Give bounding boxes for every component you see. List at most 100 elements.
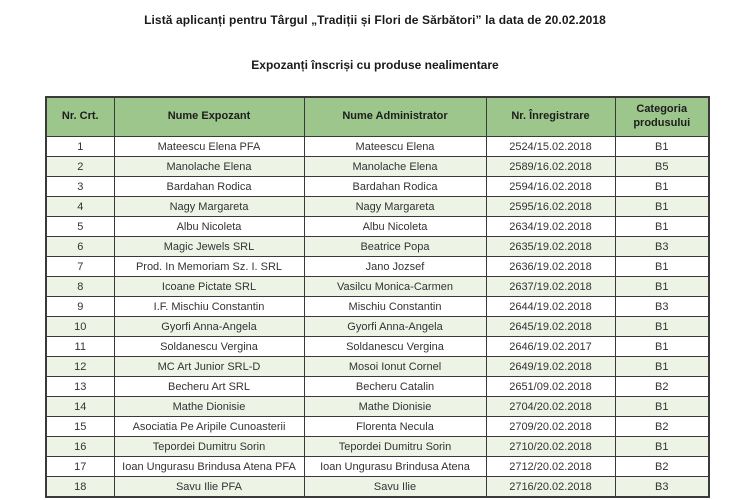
table-cell: 7 — [45, 256, 115, 277]
table-cell: B2 — [614, 416, 710, 437]
table-cell: Albu Nicoleta — [303, 216, 487, 237]
table-cell: Icoane Pictate SRL — [113, 276, 305, 297]
table-cell: Tepordei Dumitru Sorin — [113, 436, 305, 457]
table-row: 12 MC Art Junior SRL-D Mosoi Ionut Cornel 2… — [45, 356, 710, 377]
table-cell: Florenta Necula — [303, 416, 487, 437]
table-cell: Bardahan Rodica — [303, 176, 487, 197]
table-cell: 2645/19.02.2018 — [485, 316, 616, 337]
table-cell: Ioan Ungurasu Brindusa Atena — [303, 456, 487, 477]
table-cell: 8 — [45, 276, 115, 297]
table-cell: 3 — [45, 176, 115, 197]
table-row: 16 Tepordei Dumitru Sorin Tepordei Dumitru… — [45, 436, 710, 457]
document-subtitle: Expozanți înscriși cu produse nealimenta… — [251, 58, 499, 72]
table-row: 5 Albu Nicoleta Albu Nicoleta 2634/19.02.20… — [45, 216, 710, 237]
table-cell: Jano Jozsef — [303, 256, 487, 277]
column-header-nr-crt: Nr. Crt. — [45, 96, 115, 137]
table-row: 9 I.F. Mischiu Constantin Mischiu Constant… — [45, 296, 710, 317]
table-cell: 2637/19.02.2018 — [485, 276, 616, 297]
table-cell: B1 — [614, 176, 710, 197]
table-cell: Magic Jewels SRL — [113, 236, 305, 257]
table-row: 4 Nagy Margareta Nagy Margareta 2595/16.02.… — [45, 196, 710, 217]
table-cell: 2709/20.02.2018 — [485, 416, 616, 437]
table-cell: B1 — [614, 276, 710, 297]
table-cell: 2589/16.02.2018 — [485, 156, 616, 177]
table-header-row: Nr. Crt. Nume Expozant Nume Administrato… — [45, 96, 710, 137]
table-cell: 5 — [45, 216, 115, 237]
table-cell: 10 — [45, 316, 115, 337]
table-cell: Soldanescu Vergina — [113, 336, 305, 357]
table-cell: 2649/19.02.2018 — [485, 356, 616, 377]
table-row: 2 Manolache Elena Manolache Elena 2589/16.0… — [45, 156, 710, 177]
table-row: 7 Prod. In Memoriam Sz. I. SRL Jano Jozsef… — [45, 256, 710, 277]
table-row: 3 Bardahan Rodica Bardahan Rodica 2594/16.0… — [45, 176, 710, 197]
table-cell: B1 — [614, 316, 710, 337]
table-row: 10 Gyorfi Anna-Angela Gyorfi Anna-Angela 26… — [45, 316, 710, 337]
table-row: 11 Soldanescu Vergina Soldanescu Vergina 26… — [45, 336, 710, 357]
table-cell: Mathe Dionisie — [303, 396, 487, 417]
applicants-table: Nr. Crt. Nume Expozant Nume Administrato… — [45, 96, 710, 498]
table-cell: Gyorfi Anna-Angela — [113, 316, 305, 337]
table-cell: 9 — [45, 296, 115, 317]
table-cell: Becheru Art SRL — [113, 376, 305, 397]
table-cell: Manolache Elena — [303, 156, 487, 177]
table-cell: B1 — [614, 136, 710, 157]
table-cell: B5 — [614, 156, 710, 177]
table-cell: B1 — [614, 356, 710, 377]
document-title: Listă aplicanți pentru Târgul „Tradiții … — [144, 13, 606, 27]
table-cell: B1 — [614, 256, 710, 277]
table-cell: 2646/19.02.2017 — [485, 336, 616, 357]
table-cell: Mathe Dionisie — [113, 396, 305, 417]
table-cell: Becheru Catalin — [303, 376, 487, 397]
table-cell: Mischiu Constantin — [303, 296, 487, 317]
table-cell: 13 — [45, 376, 115, 397]
table-cell: B2 — [614, 376, 710, 397]
table-row: 14 Mathe Dionisie Mathe Dionisie 2704/20.02… — [45, 396, 710, 417]
column-header-nume-administrator: Nume Administrator — [303, 96, 487, 137]
table-row: 8 Icoane Pictate SRL Vasilcu Monica-Carmen… — [45, 276, 710, 297]
table-cell: B3 — [614, 296, 710, 317]
table-cell: Asociatia Pe Aripile Cunoasterii — [113, 416, 305, 437]
column-header-categoria-produsului: Categoria produsului — [614, 96, 710, 137]
table-cell: B1 — [614, 216, 710, 237]
table-cell: 2710/20.02.2018 — [485, 436, 616, 457]
table-cell: 14 — [45, 396, 115, 417]
table-cell: 2644/19.02.2018 — [485, 296, 616, 317]
table-cell: 15 — [45, 416, 115, 437]
table-cell: 2635/19.02.2018 — [485, 236, 616, 257]
table-cell: B3 — [614, 236, 710, 257]
table-cell: 2634/19.02.2018 — [485, 216, 616, 237]
column-header-nume-expozant: Nume Expozant — [113, 96, 305, 137]
table-cell: Bardahan Rodica — [113, 176, 305, 197]
table-cell: 2704/20.02.2018 — [485, 396, 616, 417]
table-row: 18 Savu Ilie PFA Savu Ilie 2716/20.02.2018 B… — [45, 476, 710, 498]
table-cell: Beatrice Popa — [303, 236, 487, 257]
table-cell: Gyorfi Anna-Angela — [303, 316, 487, 337]
table-row: 17 Ioan Ungurasu Brindusa Atena PFA Ioan U… — [45, 456, 710, 477]
table-cell: Ioan Ungurasu Brindusa Atena PFA — [113, 456, 305, 477]
table-row: 6 Magic Jewels SRL Beatrice Popa 2635/19.02… — [45, 236, 710, 257]
table-cell: Manolache Elena — [113, 156, 305, 177]
table-cell: 2594/16.02.2018 — [485, 176, 616, 197]
table-row: 13 Becheru Art SRL Becheru Catalin 2651/09.… — [45, 376, 710, 397]
table-cell: B1 — [614, 396, 710, 417]
table-cell: Soldanescu Vergina — [303, 336, 487, 357]
table-cell: Mosoi Ionut Cornel — [303, 356, 487, 377]
table-cell: 16 — [45, 436, 115, 457]
table-cell: 2524/15.02.2018 — [485, 136, 616, 157]
table-cell: 12 — [45, 356, 115, 377]
table-cell: MC Art Junior SRL-D — [113, 356, 305, 377]
table-cell: 2712/20.02.2018 — [485, 456, 616, 477]
table-cell: 2595/16.02.2018 — [485, 196, 616, 217]
table-cell: B2 — [614, 456, 710, 477]
table-cell: B1 — [614, 336, 710, 357]
table-cell: Prod. In Memoriam Sz. I. SRL — [113, 256, 305, 277]
table-cell: Savu Ilie PFA — [113, 476, 305, 498]
table-cell: Mateescu Elena PFA — [113, 136, 305, 157]
table-cell: 18 — [45, 476, 115, 498]
table-cell: 4 — [45, 196, 115, 217]
table-cell: I.F. Mischiu Constantin — [113, 296, 305, 317]
table-cell: Mateescu Elena — [303, 136, 487, 157]
table-row: 1 Mateescu Elena PFA Mateescu Elena 2524/15… — [45, 136, 710, 157]
table-cell: 2 — [45, 156, 115, 177]
